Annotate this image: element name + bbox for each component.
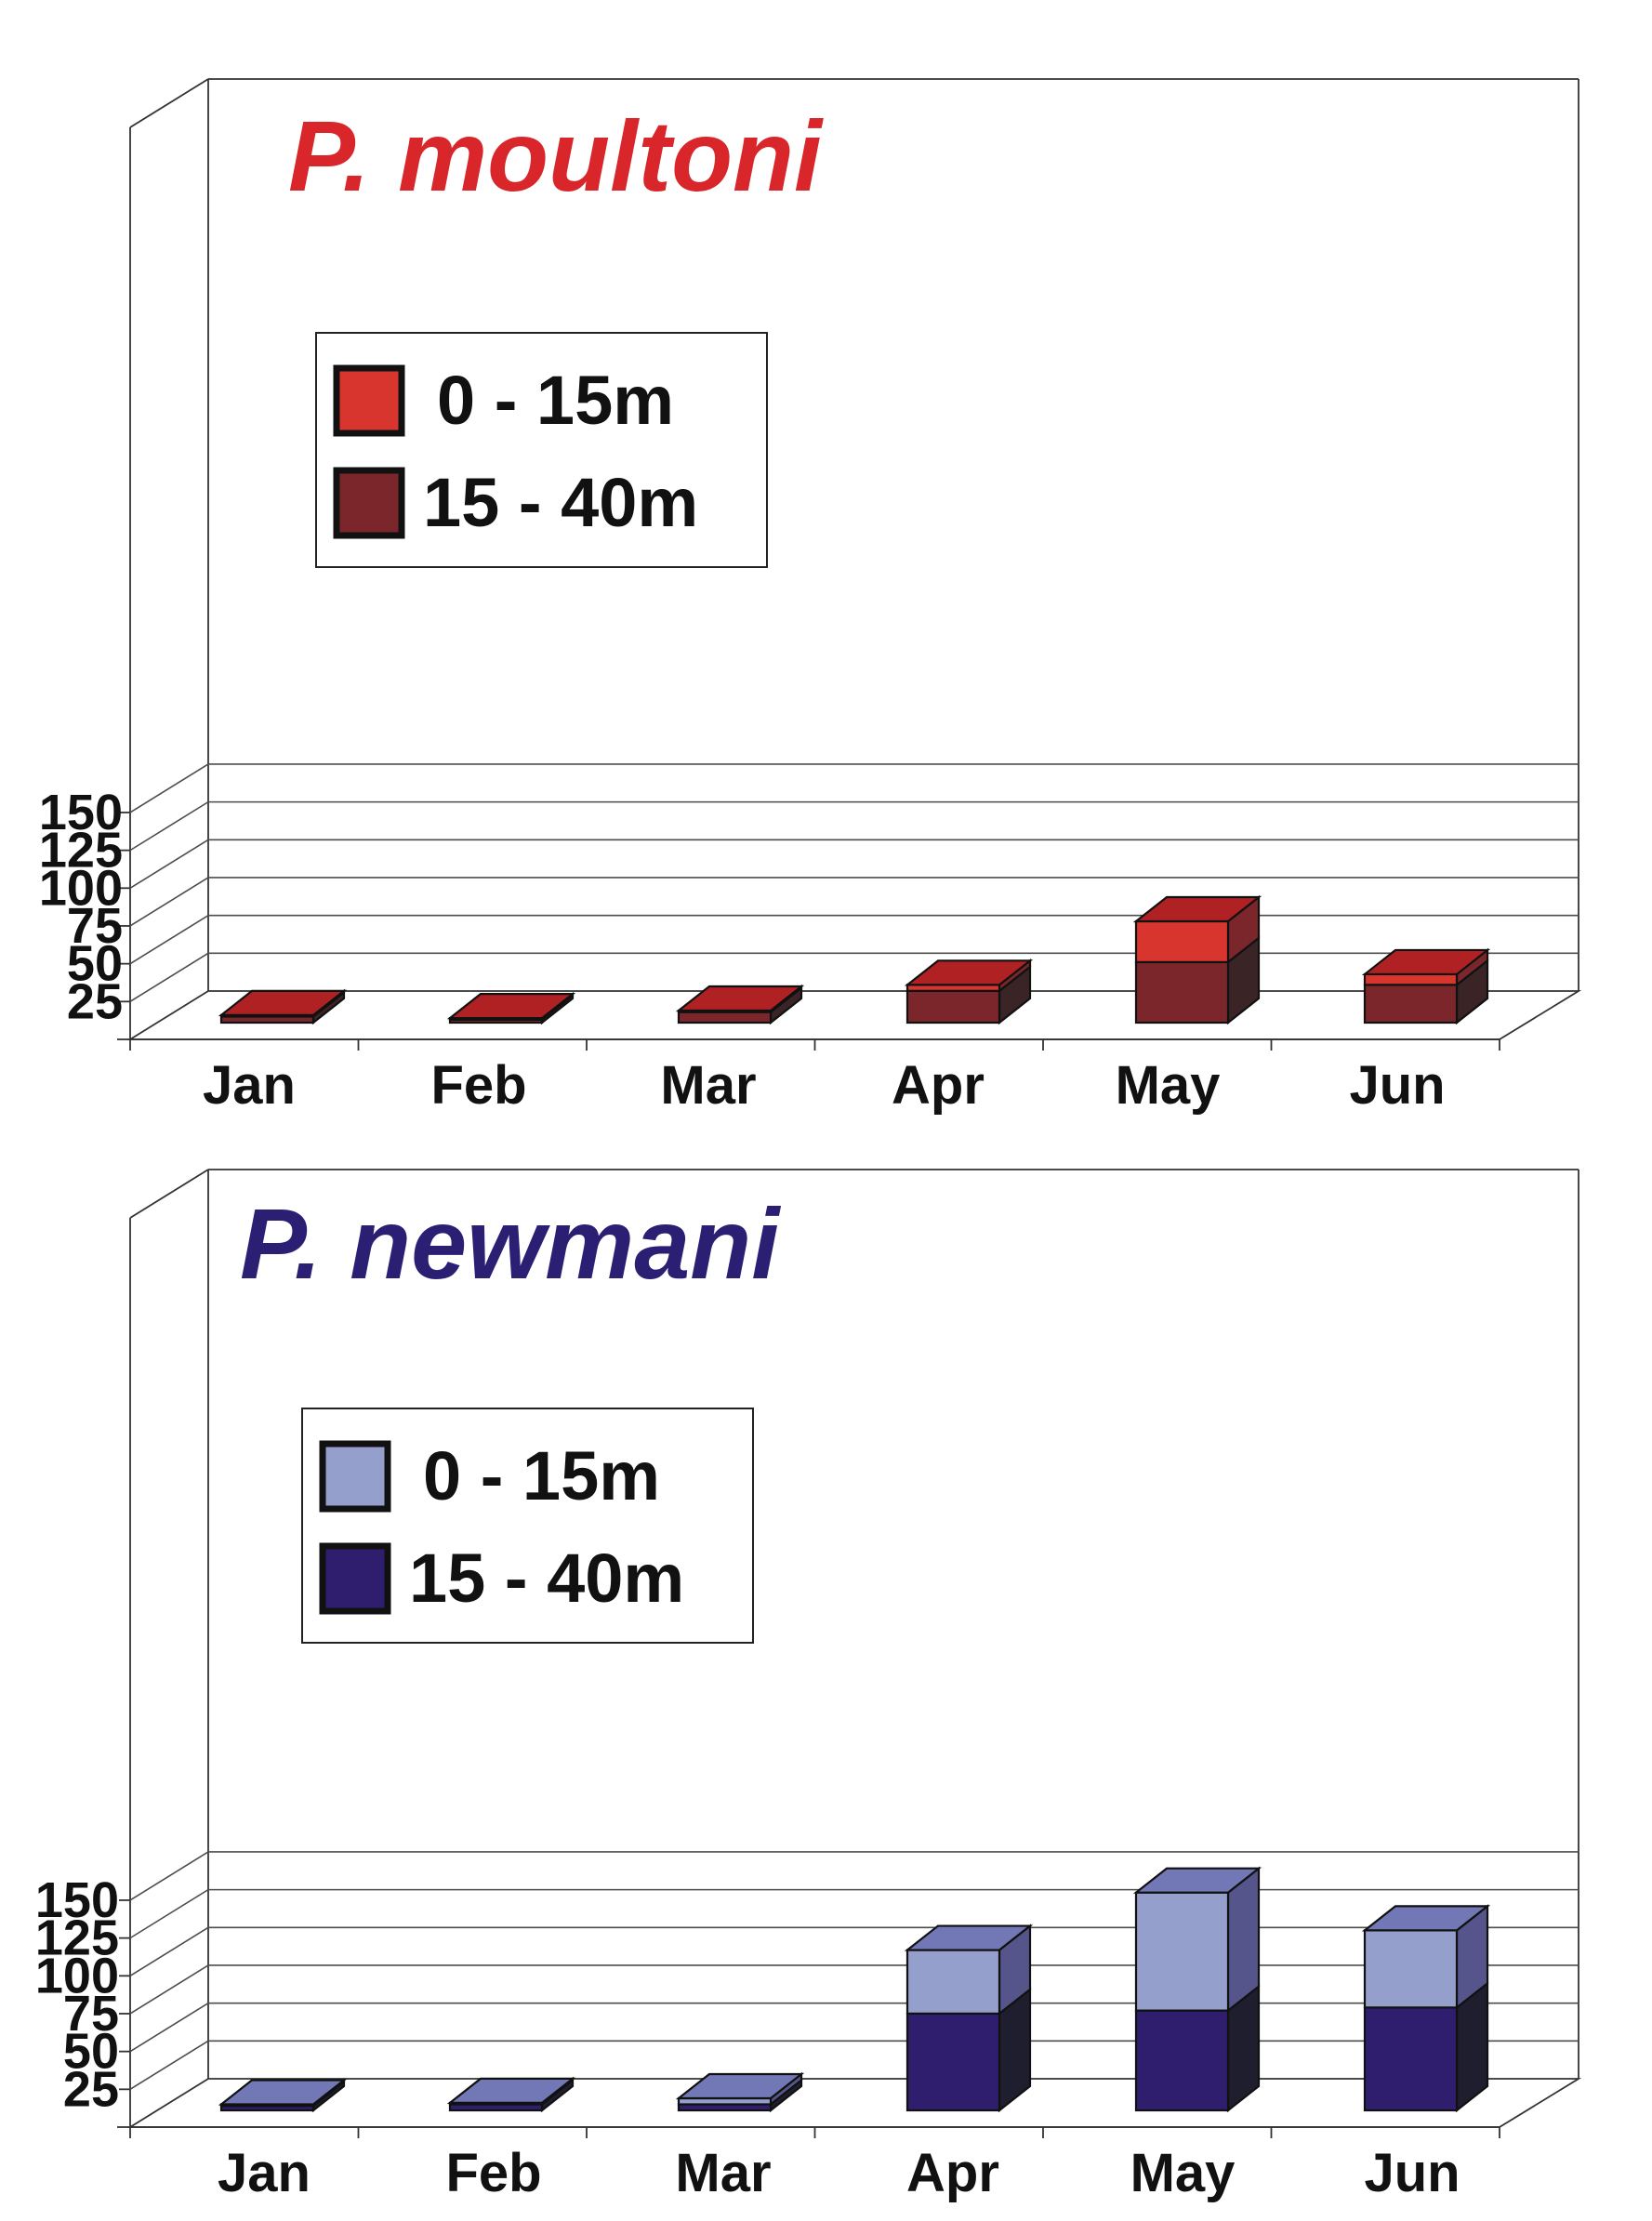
legend-label: 15 - 40m [423,464,698,541]
legend: 0 - 15m 15 - 40m [315,332,768,568]
bar [905,989,1001,1025]
legend-swatch [319,1440,391,1513]
bar [905,1949,1001,2015]
x-tick-label: Feb [430,1055,526,1116]
bar [1363,984,1459,1025]
bar-top [904,1924,1034,1951]
chart-title: P. newmani [240,1187,781,1300]
legend-swatch [333,467,405,539]
bar-top [218,2079,348,2106]
gridline-side [129,839,209,889]
bar [1363,2006,1459,2112]
gridline-side [129,2040,209,2091]
legend: 0 - 15m 15 - 40m [301,1408,754,1644]
bar [677,1011,773,1025]
bar [1134,919,1230,964]
x-tick-label: May [1130,2143,1236,2203]
bar [1363,1929,1459,2009]
gridline-side [129,763,209,813]
bar-top [1132,1867,1262,1894]
gridline-side [129,914,209,965]
y-tick-label: 125 [39,823,123,879]
y-tick-label: 150 [39,785,123,840]
legend-label: 0 - 15m [423,1437,660,1514]
x-tick-label: Jun [1364,2143,1460,2203]
x-tick-label: Jan [218,2143,311,2203]
x-tick-label: Mar [660,1055,756,1116]
gridline-side [129,800,209,852]
bar-top [675,985,805,1012]
gridline-side [129,1851,209,1901]
bar [1363,972,1459,986]
bar-top [446,993,576,1020]
x-tick-label: Jan [203,1055,296,1116]
y-tick-label: 50 [67,936,123,992]
y-tick-label: 25 [67,973,123,1029]
y-tick-label: 75 [67,898,123,954]
gridline-side [129,2002,209,2053]
bar-top [1132,895,1262,923]
y-tick-label: 100 [35,1948,119,2003]
bar [1134,2009,1230,2112]
gridline-side [129,952,209,1003]
y-axis-top-diagonal [129,1169,209,1219]
bar-top [1361,1905,1491,1932]
floor [126,2078,1582,2128]
y-tick-label: 125 [35,1910,119,1966]
chart-title: P. moultoni [288,99,824,212]
x-tick-label: Feb [445,2143,541,2203]
bar [1134,960,1230,1025]
x-tick-label: Mar [675,2143,771,2203]
legend-label: 0 - 15m [437,362,674,439]
gridline-side [129,1888,209,1939]
legend-swatch [319,1542,391,1615]
bar-top [218,989,348,1016]
y-tick-label: 25 [63,2061,119,2117]
gridline-side [129,877,209,927]
legend-label: 15 - 40m [409,1540,684,1617]
bar-top [446,2077,576,2104]
x-tick-label: May [1116,1055,1221,1116]
x-tick-label: Apr [892,1055,985,1116]
legend-swatch [333,364,405,437]
y-tick-label: 100 [39,860,123,916]
bar [1134,1891,1230,2012]
x-tick-label: Apr [906,2143,999,2203]
y-axis-top-diagonal [129,78,209,128]
bar-top [675,2072,805,2100]
y-tick-label: 150 [35,1872,119,1928]
y-tick-label: 50 [63,2024,119,2080]
gridline-side [129,1964,209,2015]
bar-top [1361,948,1491,976]
y-tick-label: 75 [63,1986,119,2042]
floor [126,990,1582,1040]
x-tick-label: Jun [1349,1055,1445,1116]
gridline-side [129,1926,209,1976]
bar [905,2012,1001,2112]
bar-top [904,959,1034,986]
